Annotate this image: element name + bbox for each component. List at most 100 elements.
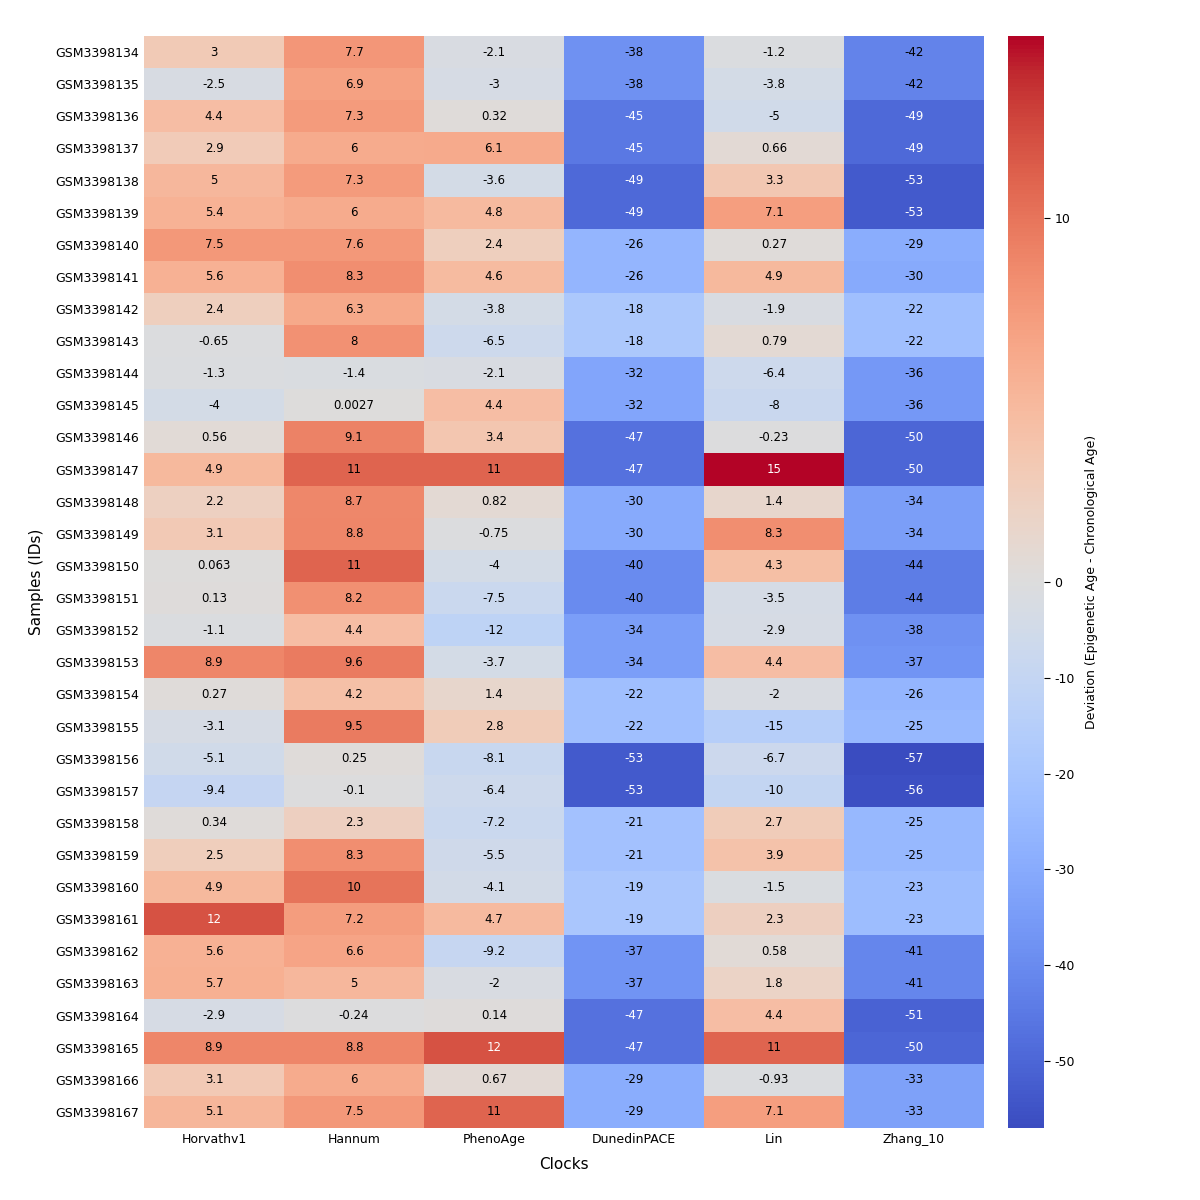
Text: 0.58: 0.58 xyxy=(761,944,787,958)
Text: 8.7: 8.7 xyxy=(344,496,364,509)
Text: 3.1: 3.1 xyxy=(205,527,223,540)
Text: -32: -32 xyxy=(624,398,643,412)
Text: -36: -36 xyxy=(905,367,924,379)
Text: -0.65: -0.65 xyxy=(199,335,229,348)
Text: -57: -57 xyxy=(905,752,924,766)
Text: -26: -26 xyxy=(624,270,643,283)
Text: -5.1: -5.1 xyxy=(203,752,226,766)
Text: -3: -3 xyxy=(488,78,500,91)
Text: -34: -34 xyxy=(905,496,924,509)
Text: 5: 5 xyxy=(210,174,217,187)
Text: -42: -42 xyxy=(905,78,924,91)
Text: 2.2: 2.2 xyxy=(205,496,223,509)
Text: 9.6: 9.6 xyxy=(344,655,364,668)
Text: -2.1: -2.1 xyxy=(482,367,505,379)
Text: -6.4: -6.4 xyxy=(482,785,505,797)
Text: -44: -44 xyxy=(905,592,924,605)
Text: -1.4: -1.4 xyxy=(342,367,366,379)
Text: 2.8: 2.8 xyxy=(485,720,503,733)
Text: 8: 8 xyxy=(350,335,358,348)
Text: -6.4: -6.4 xyxy=(762,367,786,379)
Text: 4.4: 4.4 xyxy=(764,1009,784,1022)
Text: -47: -47 xyxy=(624,1042,643,1055)
Text: -45: -45 xyxy=(624,142,643,155)
Text: -0.93: -0.93 xyxy=(758,1073,790,1086)
Text: -45: -45 xyxy=(624,109,643,122)
Text: -53: -53 xyxy=(624,752,643,766)
Text: 4.3: 4.3 xyxy=(764,559,784,572)
Text: -49: -49 xyxy=(624,206,643,220)
Text: 4.2: 4.2 xyxy=(344,688,364,701)
Text: 0.79: 0.79 xyxy=(761,335,787,348)
Text: 11: 11 xyxy=(347,463,361,476)
Text: -9.4: -9.4 xyxy=(203,785,226,797)
Text: -32: -32 xyxy=(624,367,643,379)
Text: -37: -37 xyxy=(624,977,643,990)
Text: -38: -38 xyxy=(624,78,643,91)
Text: -2.1: -2.1 xyxy=(482,46,505,59)
Text: 6.6: 6.6 xyxy=(344,944,364,958)
Text: -33: -33 xyxy=(905,1073,924,1086)
Text: 8.8: 8.8 xyxy=(344,527,364,540)
Text: 5.7: 5.7 xyxy=(205,977,223,990)
Text: -18: -18 xyxy=(624,302,643,316)
Text: -7.2: -7.2 xyxy=(482,816,505,829)
Text: -30: -30 xyxy=(905,270,924,283)
Text: 1.8: 1.8 xyxy=(764,977,784,990)
Text: 7.5: 7.5 xyxy=(344,1105,364,1118)
Text: -34: -34 xyxy=(905,527,924,540)
Text: -22: -22 xyxy=(905,302,924,316)
Text: 0.32: 0.32 xyxy=(481,109,506,122)
Text: 8.9: 8.9 xyxy=(205,655,223,668)
Text: -49: -49 xyxy=(624,174,643,187)
Text: 4.6: 4.6 xyxy=(485,270,503,283)
Text: 0.25: 0.25 xyxy=(341,752,367,766)
Text: -44: -44 xyxy=(905,559,924,572)
Text: 3.1: 3.1 xyxy=(205,1073,223,1086)
Text: 12: 12 xyxy=(206,913,222,925)
Text: 7.2: 7.2 xyxy=(344,913,364,925)
Text: -2: -2 xyxy=(488,977,500,990)
Text: -3.1: -3.1 xyxy=(203,720,226,733)
Text: 0.67: 0.67 xyxy=(481,1073,508,1086)
Text: 9.1: 9.1 xyxy=(344,431,364,444)
Text: 7.1: 7.1 xyxy=(764,1105,784,1118)
Text: 10: 10 xyxy=(347,881,361,894)
Y-axis label: Samples (IDs): Samples (IDs) xyxy=(29,529,44,635)
Text: -0.1: -0.1 xyxy=(342,785,366,797)
Text: -4: -4 xyxy=(208,398,220,412)
Text: -6.5: -6.5 xyxy=(482,335,505,348)
Text: -53: -53 xyxy=(905,206,924,220)
Text: 8.3: 8.3 xyxy=(344,848,364,862)
Text: 6.1: 6.1 xyxy=(485,142,503,155)
Text: 2.3: 2.3 xyxy=(764,913,784,925)
Text: -42: -42 xyxy=(905,46,924,59)
Text: 0.13: 0.13 xyxy=(202,592,227,605)
Text: -34: -34 xyxy=(624,655,643,668)
Text: -3.8: -3.8 xyxy=(762,78,786,91)
Text: 0.34: 0.34 xyxy=(202,816,227,829)
Text: -26: -26 xyxy=(905,688,924,701)
Text: 1.4: 1.4 xyxy=(764,496,784,509)
Text: -1.9: -1.9 xyxy=(762,302,786,316)
Text: 0.27: 0.27 xyxy=(200,688,227,701)
Text: -50: -50 xyxy=(905,463,924,476)
Text: -8: -8 xyxy=(768,398,780,412)
Text: -49: -49 xyxy=(905,142,924,155)
Text: -0.24: -0.24 xyxy=(338,1009,370,1022)
Text: 7.3: 7.3 xyxy=(344,174,364,187)
Text: 9.5: 9.5 xyxy=(344,720,364,733)
Text: 6: 6 xyxy=(350,206,358,220)
Text: -25: -25 xyxy=(905,816,924,829)
Text: -47: -47 xyxy=(624,463,643,476)
Text: 7.5: 7.5 xyxy=(205,239,223,251)
Text: 4.4: 4.4 xyxy=(344,624,364,637)
Text: 5.6: 5.6 xyxy=(205,270,223,283)
Text: -2.9: -2.9 xyxy=(762,624,786,637)
Text: -9.2: -9.2 xyxy=(482,944,505,958)
Text: 11: 11 xyxy=(486,463,502,476)
Text: -37: -37 xyxy=(905,655,924,668)
Text: -25: -25 xyxy=(905,848,924,862)
Text: -29: -29 xyxy=(624,1105,643,1118)
Text: 7.3: 7.3 xyxy=(344,109,364,122)
